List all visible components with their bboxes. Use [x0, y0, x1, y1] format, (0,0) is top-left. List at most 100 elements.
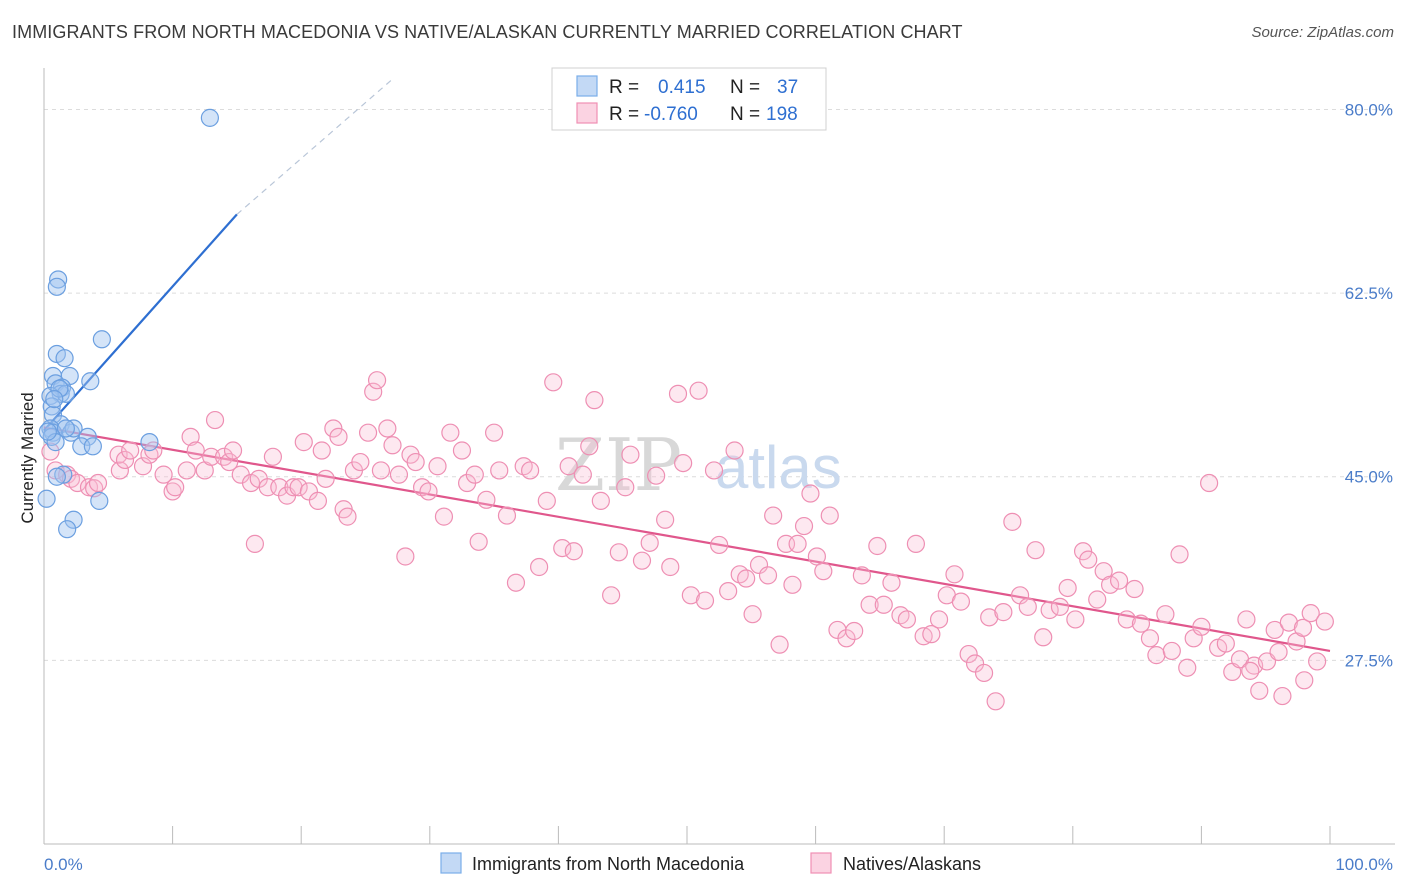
point-natives — [770, 635, 789, 654]
point-natives — [632, 551, 652, 570]
point-natives — [749, 555, 769, 574]
point-natives — [897, 610, 917, 629]
point-natives — [358, 423, 378, 442]
point-natives — [668, 384, 688, 403]
point-natives — [1034, 628, 1053, 647]
point-natives — [263, 447, 283, 466]
point-natives — [1066, 610, 1085, 629]
series-natives-alaskans — [41, 371, 1334, 711]
point-macedonia — [56, 419, 75, 438]
point-natives — [1147, 646, 1166, 665]
point-natives — [837, 629, 856, 648]
point-natives — [294, 433, 313, 452]
legend-n-label-2: N = — [730, 104, 760, 125]
point-natives — [1003, 512, 1022, 531]
point-natives — [980, 608, 999, 627]
point-natives — [1269, 642, 1288, 662]
point-natives — [202, 447, 221, 466]
legend-n-label-1: N = — [730, 77, 760, 98]
bottom-legend: Immigrants from North Macedonia Natives/… — [440, 852, 981, 874]
point-natives — [647, 466, 666, 485]
point-natives — [681, 586, 700, 605]
point-natives — [396, 547, 415, 566]
point-natives — [986, 692, 1005, 711]
point-natives — [868, 536, 887, 556]
point-natives — [428, 457, 447, 476]
point-natives — [1131, 614, 1151, 633]
point-natives — [661, 557, 680, 577]
y-tick-labels: 80.0% 62.5% 45.0% 27.5% — [1345, 100, 1393, 670]
bottom-legend-swatch-pink — [810, 852, 832, 874]
bottom-legend-swatch-blue — [440, 852, 462, 874]
point-natives — [656, 510, 675, 529]
point-macedonia — [58, 520, 77, 539]
point-natives — [419, 482, 438, 501]
point-natives — [1162, 641, 1181, 661]
point-natives — [144, 441, 163, 460]
source-credit: Source: ZipAtlas.com — [1251, 24, 1394, 41]
point-natives — [316, 469, 335, 488]
bottom-legend-label-1: Immigrants from North Macedonia — [472, 854, 745, 874]
chart-title: IMMIGRANTS FROM NORTH MACEDONIA VS NATIV… — [12, 22, 963, 42]
point-natives — [640, 533, 659, 552]
point-natives — [794, 516, 814, 536]
point-natives — [704, 461, 724, 480]
trend-line-macedonia-extension — [236, 77, 395, 215]
trend-lines — [43, 77, 1331, 653]
point-natives — [41, 442, 60, 461]
point-natives — [788, 534, 807, 553]
point-natives — [154, 465, 173, 484]
point-natives — [743, 605, 762, 624]
point-natives — [1295, 671, 1314, 690]
point-natives — [371, 461, 391, 480]
grid-lines — [44, 108, 1395, 661]
point-macedonia — [38, 422, 57, 441]
point-natives — [1058, 578, 1077, 598]
point-natives — [497, 506, 517, 525]
point-natives — [845, 621, 864, 641]
point-natives — [1308, 652, 1327, 671]
point-natives — [351, 452, 370, 472]
point-natives — [1250, 681, 1269, 700]
point-natives — [820, 506, 839, 525]
point-natives — [882, 573, 901, 592]
point-natives — [223, 441, 243, 460]
point-natives — [1100, 575, 1120, 594]
trend-line-natives — [43, 426, 1331, 653]
point-natives — [1178, 658, 1197, 677]
point-natives — [922, 625, 941, 644]
x-tick-labels: 0.0% 100.0% — [44, 855, 1393, 874]
point-natives — [758, 566, 778, 585]
point-natives — [695, 591, 715, 610]
point-natives — [121, 441, 140, 460]
point-natives — [621, 445, 640, 464]
point-natives — [1140, 629, 1160, 648]
point-natives — [383, 436, 402, 455]
point-macedonia — [47, 277, 66, 296]
point-natives — [406, 452, 425, 472]
point-natives — [674, 453, 693, 473]
point-natives — [289, 478, 308, 497]
point-natives — [1109, 571, 1129, 590]
y-tick-label: 45.0% — [1345, 468, 1393, 487]
point-natives — [1170, 545, 1189, 564]
point-natives — [133, 457, 153, 476]
point-natives — [609, 543, 628, 562]
point-natives — [477, 490, 496, 509]
point-natives — [1088, 590, 1107, 609]
point-natives — [874, 595, 893, 614]
point-natives — [1301, 604, 1320, 623]
point-macedonia — [90, 491, 109, 510]
point-macedonia — [50, 379, 69, 398]
point-natives — [441, 423, 460, 442]
point-natives — [530, 557, 549, 577]
axes — [43, 68, 1395, 845]
series-north-macedonia — [37, 108, 219, 539]
point-natives — [737, 569, 756, 588]
point-natives — [1125, 579, 1144, 599]
point-natives — [719, 582, 738, 601]
point-natives — [1117, 610, 1136, 629]
point-natives — [205, 410, 225, 430]
y-tick-label: 62.5% — [1345, 284, 1393, 303]
point-natives — [220, 452, 239, 472]
